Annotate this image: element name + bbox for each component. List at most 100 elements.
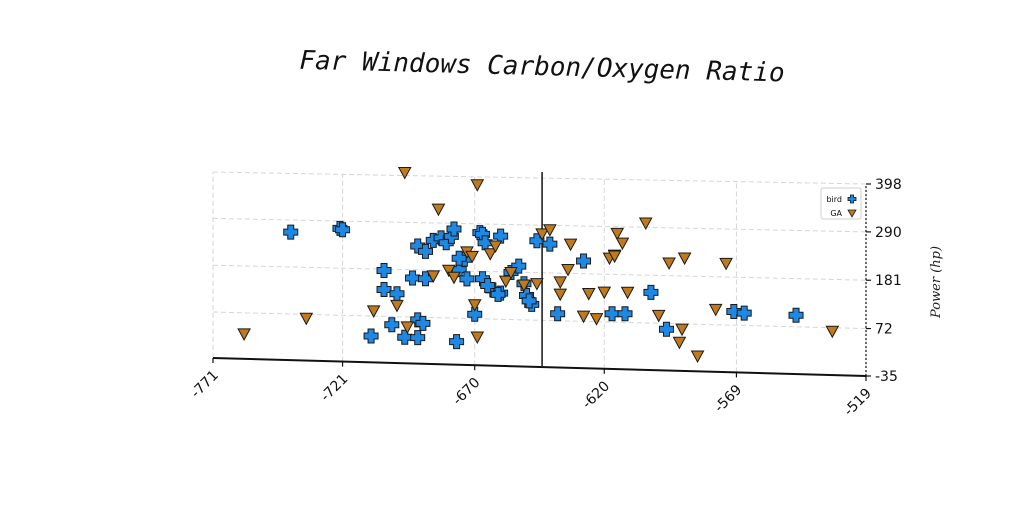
y-gridline bbox=[212, 264, 867, 281]
GA-point bbox=[825, 325, 840, 339]
GA-point bbox=[597, 286, 612, 300]
bird-point bbox=[529, 233, 545, 249]
GA-point bbox=[366, 305, 381, 318]
bird-point bbox=[604, 306, 620, 322]
bird-point bbox=[576, 253, 592, 269]
bird-point bbox=[376, 262, 392, 278]
GA-point bbox=[607, 250, 622, 264]
GA-point bbox=[299, 312, 314, 326]
GA-point bbox=[535, 228, 549, 241]
bird-point bbox=[459, 271, 475, 287]
y-gridline bbox=[212, 217, 867, 233]
bird-point bbox=[788, 307, 804, 323]
GA-point bbox=[615, 237, 630, 251]
GA-point bbox=[675, 323, 689, 337]
GA-point bbox=[708, 303, 723, 317]
GA-point bbox=[470, 331, 485, 345]
GA-point bbox=[677, 252, 692, 266]
GA-point bbox=[553, 288, 568, 302]
y-tick-label: 72 bbox=[875, 322, 893, 338]
bird-point bbox=[550, 306, 566, 322]
y-tick-label: 398 bbox=[875, 177, 902, 193]
GA-point bbox=[610, 227, 625, 241]
GA-point bbox=[553, 276, 568, 289]
bird-point bbox=[451, 250, 467, 266]
GA-point bbox=[561, 263, 575, 277]
legend-label: bird bbox=[826, 195, 842, 204]
y-tick-label: 290 bbox=[875, 225, 902, 241]
GA-point bbox=[672, 336, 687, 350]
bird-point bbox=[511, 258, 527, 274]
y-gridline bbox=[212, 311, 867, 330]
GA-point bbox=[397, 166, 412, 180]
x-tick-label: -721 bbox=[318, 371, 352, 405]
x-tick-label: -771 bbox=[188, 368, 222, 402]
GA-point bbox=[431, 203, 446, 217]
bird-point bbox=[397, 329, 413, 345]
GA-point bbox=[400, 321, 415, 334]
GA-point bbox=[690, 350, 705, 364]
bird-point bbox=[726, 304, 742, 320]
bird-point bbox=[736, 305, 752, 321]
y-gridline bbox=[212, 171, 867, 185]
GA-point bbox=[504, 266, 518, 280]
GA-point bbox=[237, 328, 251, 341]
bird-point bbox=[283, 224, 299, 240]
chart-title: Far Windows Carbon/Oxygen Ratio bbox=[299, 46, 785, 89]
bird-point bbox=[410, 330, 426, 346]
bird-point bbox=[643, 284, 659, 300]
GA-point bbox=[441, 264, 456, 278]
GA-point bbox=[390, 299, 404, 313]
GA-point bbox=[530, 278, 544, 291]
legend-label: GA bbox=[830, 209, 842, 218]
bird-point bbox=[405, 270, 421, 286]
GA-point bbox=[467, 299, 482, 312]
bird-point bbox=[493, 228, 509, 244]
GA-point bbox=[470, 179, 485, 192]
GA-point bbox=[426, 270, 441, 283]
x-tick-label: -670 bbox=[450, 375, 484, 409]
bird-point bbox=[658, 321, 674, 337]
x-tick-label: -569 bbox=[711, 382, 745, 416]
y-tick-label: -35 bbox=[875, 369, 898, 385]
GA-point bbox=[589, 313, 604, 326]
GA-point bbox=[651, 309, 666, 323]
y-axis-label: Power (hp) bbox=[929, 246, 944, 319]
bird-point bbox=[389, 286, 405, 302]
bird-point bbox=[417, 243, 433, 259]
bird-point bbox=[521, 293, 537, 309]
bird-point bbox=[542, 236, 558, 252]
bird-point bbox=[363, 328, 379, 344]
GA-point bbox=[543, 224, 557, 237]
GA-point bbox=[517, 279, 531, 293]
bird-point bbox=[446, 221, 462, 237]
x-tick-label: -519 bbox=[841, 386, 875, 420]
GA-point bbox=[498, 275, 513, 289]
GA-point bbox=[465, 250, 479, 264]
GA-point bbox=[447, 271, 461, 285]
GA-point bbox=[620, 286, 635, 300]
legend-marker bbox=[847, 194, 857, 204]
x-tick-label: -620 bbox=[579, 378, 613, 412]
bird-point bbox=[335, 222, 351, 238]
GA-point bbox=[488, 240, 503, 254]
y-tick-label: 181 bbox=[875, 273, 902, 289]
legend-marker bbox=[847, 209, 857, 218]
GA-point bbox=[662, 257, 676, 271]
bird-point bbox=[490, 286, 506, 302]
GA-point bbox=[576, 310, 591, 324]
GA-point bbox=[483, 248, 498, 261]
plot-area: -771 -721 -670 -620 -569 -519-35 72 181 290 398 Po… bbox=[188, 166, 944, 420]
GA-point bbox=[719, 257, 733, 271]
bird-point bbox=[384, 317, 400, 333]
x-axis bbox=[212, 357, 867, 377]
bird-point bbox=[376, 282, 392, 298]
bird-point bbox=[415, 315, 431, 331]
GA-point bbox=[638, 217, 653, 230]
bird-point bbox=[449, 334, 465, 350]
bird-point bbox=[617, 306, 633, 322]
GA-point bbox=[581, 288, 596, 301]
GA-point bbox=[563, 238, 578, 252]
bird-point bbox=[467, 306, 483, 322]
